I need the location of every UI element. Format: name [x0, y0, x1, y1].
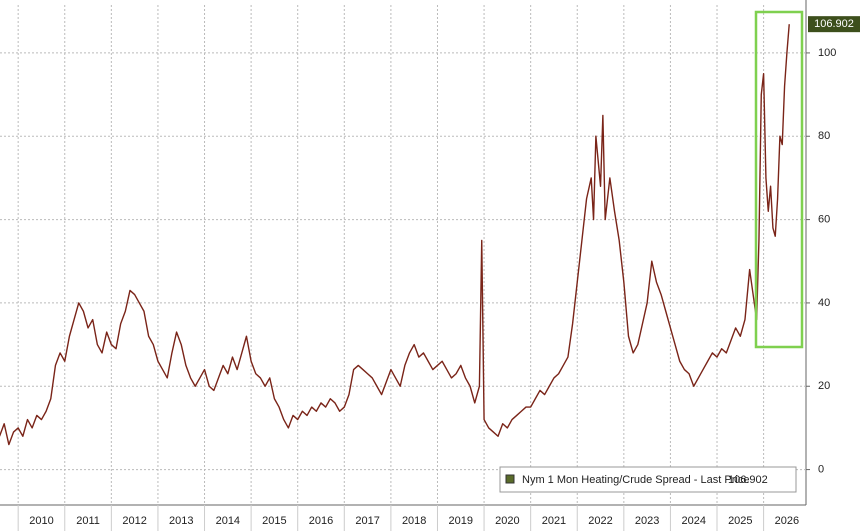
legend-last-price: 106.902 — [728, 474, 768, 486]
x-tick-label: 2022 — [588, 515, 612, 527]
last-price-box — [808, 16, 860, 33]
x-tick-label: 2013 — [169, 515, 193, 527]
x-tick-label: 2017 — [355, 515, 379, 527]
x-tick-label: 2010 — [29, 515, 53, 527]
y-tick-label: 40 — [818, 297, 830, 309]
last-price-label: 106.902 — [814, 18, 854, 30]
legend — [499, 466, 797, 493]
x-tick-label: 2019 — [449, 515, 473, 527]
x-tick-label: 2015 — [262, 515, 286, 527]
x-tick-label: 2012 — [122, 515, 146, 527]
x-tick-label: 2024 — [681, 515, 705, 527]
y-tick-label: 80 — [818, 130, 830, 142]
x-tick-label: 2020 — [495, 515, 519, 527]
y-tick-label: 0 — [818, 463, 824, 475]
x-tick-label: 2026 — [775, 515, 799, 527]
x-tick-label: 2023 — [635, 515, 659, 527]
legend-swatch — [505, 474, 515, 484]
legend-label: Nym 1 Mon Heating/Crude Spread - Last Pr… — [522, 474, 749, 486]
x-tick-label: 2025 — [728, 515, 752, 527]
x-tick-label: 2014 — [216, 515, 240, 527]
x-tick-label: 2011 — [76, 515, 100, 527]
y-tick-label: 100 — [818, 47, 836, 59]
x-tick-label: 2016 — [309, 515, 333, 527]
series-line — [0, 24, 790, 446]
highlight-box — [754, 10, 804, 349]
x-tick-label: 2021 — [542, 515, 566, 527]
y-tick-label: 60 — [818, 213, 830, 225]
x-tick-label: 2018 — [402, 515, 426, 527]
y-tick-label: 20 — [818, 380, 830, 392]
